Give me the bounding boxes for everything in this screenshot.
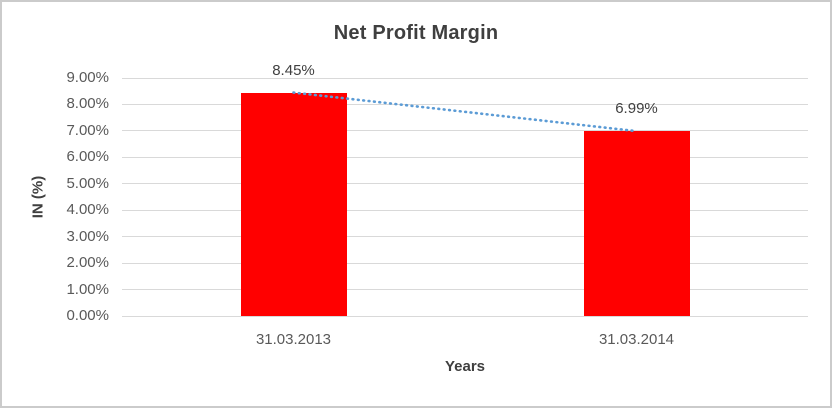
gridline: [122, 209, 808, 211]
y-tick-label: 1.00%: [66, 280, 109, 298]
gridline: [122, 289, 808, 291]
x-axis-title: Years: [444, 358, 486, 375]
y-tick-label: 9.00%: [66, 69, 109, 86]
gridline: [122, 130, 808, 132]
gridline: [122, 236, 808, 238]
bar-value-label: 8.45%: [272, 61, 315, 79]
gridline: [122, 262, 808, 264]
chart-title: Net Profit Margin: [333, 22, 499, 44]
y-tick-label: 6.00%: [66, 148, 109, 166]
bar: [240, 92, 347, 316]
y-tick-label: 3.00%: [66, 227, 109, 245]
y-tick-label: 2.00%: [66, 254, 109, 272]
gridline: [122, 103, 808, 105]
y-tick-label: 4.00%: [66, 201, 109, 219]
x-category-label: 31.03.2013: [255, 331, 332, 348]
bar-value-label: 6.99%: [615, 100, 658, 118]
y-tick-label: 7.00%: [66, 121, 109, 139]
bar: [583, 131, 690, 316]
gridline: [122, 315, 808, 317]
y-tick-label: 8.00%: [66, 95, 109, 113]
gridline: [122, 77, 808, 79]
y-tick-label: 0.00%: [66, 307, 109, 324]
y-tick-label: 5.00%: [66, 174, 109, 192]
gridline: [122, 183, 808, 185]
gridline: [122, 156, 808, 158]
x-category-label: 31.03.2014: [598, 331, 675, 348]
